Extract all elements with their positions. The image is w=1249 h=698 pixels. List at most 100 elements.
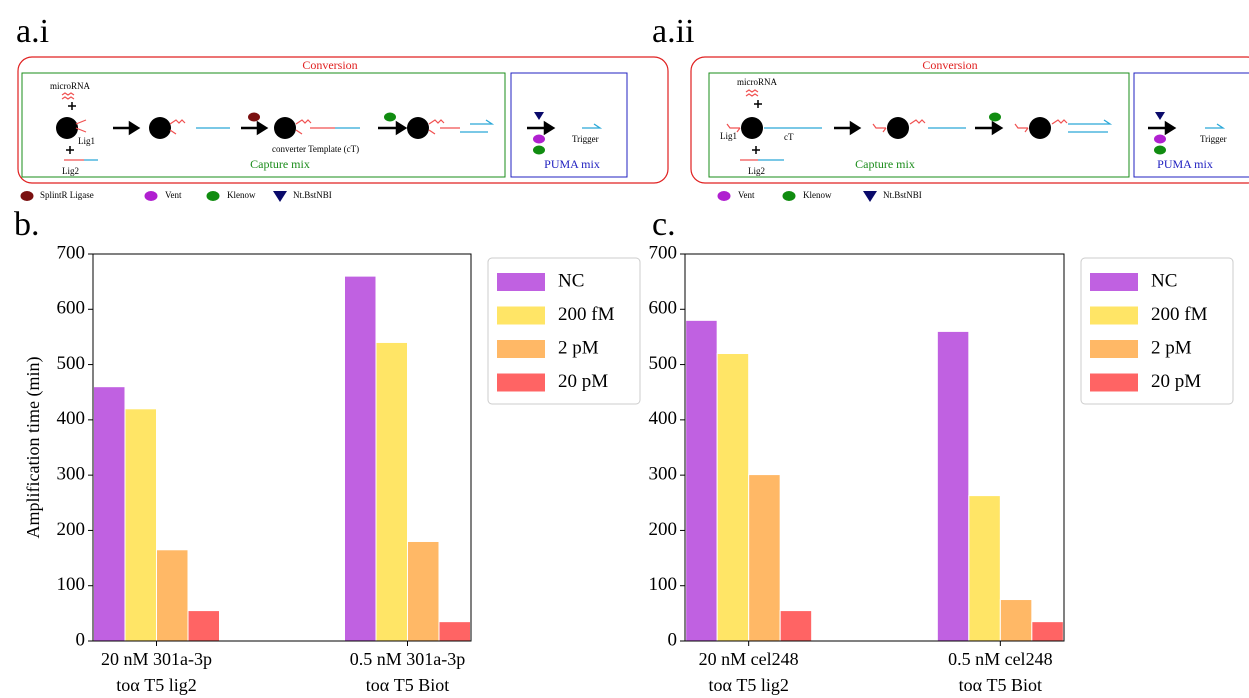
plus-signs — [752, 100, 762, 154]
legend-text: Vent — [738, 190, 755, 200]
conversion-box — [17, 56, 669, 184]
panel-label: b. — [14, 206, 40, 243]
x-tick-label: 0.5 nM 301a-3p — [350, 649, 466, 669]
y-tick-label: 200 — [57, 519, 86, 540]
legend-swatch — [497, 306, 545, 325]
x-tick-label: toα T5 lig2 — [708, 675, 788, 695]
y-tick-label: 300 — [649, 464, 678, 485]
template-label: converter Template (cT) — [272, 144, 359, 154]
ct-label: cT — [784, 132, 794, 142]
legend-box — [487, 257, 641, 405]
y-tick-label: 600 — [57, 298, 86, 319]
trigger-label: Trigger — [1200, 134, 1227, 144]
y-tick-label: 400 — [57, 408, 86, 429]
legend-box — [1080, 257, 1234, 405]
axes-frame — [92, 253, 472, 642]
y-tick-label: 100 — [649, 574, 678, 595]
bar — [999, 599, 1033, 642]
y-tick-label: 600 — [649, 298, 678, 319]
bar — [93, 386, 126, 642]
puma-label: PUMA mix — [544, 157, 600, 171]
bar — [438, 621, 471, 642]
y-tick-label: 100 — [57, 574, 86, 595]
bar — [936, 330, 970, 642]
molecules — [741, 117, 1051, 139]
enzymes — [248, 112, 545, 155]
legend-label: 2 pM — [1151, 337, 1192, 358]
diagram-a-i: a.i Conversion Capture mix PUMA mix micr… — [16, 13, 669, 202]
x-tick-label: 20 nM 301a-3p — [101, 649, 212, 669]
legend-text: Nt.BstNBI — [883, 190, 922, 200]
y-tick-label: 0 — [668, 629, 678, 650]
group-title: Conversion — [302, 58, 357, 72]
arrows — [113, 120, 556, 136]
strands — [726, 89, 1068, 161]
legend-label: 2 pM — [558, 337, 599, 358]
puma-box — [1133, 72, 1249, 178]
template-strands — [84, 119, 603, 161]
bar — [344, 275, 377, 642]
legend-swatch — [1090, 340, 1138, 358]
x-tick-label: 20 nM cel248 — [699, 649, 799, 669]
group-title: Conversion — [922, 58, 977, 72]
bar — [968, 495, 1001, 642]
puma-label: PUMA mix — [1157, 157, 1213, 171]
legend-label: NC — [558, 270, 584, 291]
lig1-label: Lig1 — [720, 131, 737, 141]
bar — [779, 610, 813, 642]
legend-swatch — [1090, 306, 1138, 325]
bar — [716, 353, 750, 642]
legend-text: SplintR Ligase — [40, 190, 94, 200]
lig2-label: Lig2 — [62, 166, 79, 176]
legend-swatch — [497, 373, 545, 392]
conversion-box — [690, 56, 1249, 184]
enzymes — [989, 112, 1166, 155]
legend-text: Nt.BstNBI — [293, 190, 332, 200]
y-tick-label: 0 — [76, 629, 86, 650]
y-tick-label: 500 — [57, 353, 86, 374]
legend-swatch — [1090, 273, 1138, 291]
y-tick-label: 500 — [649, 353, 678, 374]
legend-text: Klenow — [803, 190, 832, 200]
capture-label: Capture mix — [250, 157, 310, 171]
y-tick-label: 400 — [649, 408, 678, 429]
bar — [156, 549, 189, 642]
diagram-a-ii: a.ii Conversion Capture mix PUMA mix mic… — [652, 13, 1249, 202]
x-tick-label: toα T5 Biot — [366, 675, 449, 695]
legend-label: 200 fM — [558, 304, 615, 325]
y-tick-label: 700 — [649, 242, 678, 263]
capture-label: Capture mix — [855, 157, 915, 171]
legend-text: Klenow — [227, 190, 256, 200]
enzyme-legend: Vent Klenow Nt.BstNBI — [717, 190, 922, 202]
panel-label: a.i — [16, 13, 49, 50]
y-tick-label: 300 — [57, 464, 86, 485]
legend-swatch — [497, 273, 545, 291]
legend-text: Vent — [165, 190, 182, 200]
legend-label: 20 pM — [558, 371, 608, 392]
arrows — [834, 120, 1177, 136]
panel-label: c. — [652, 206, 676, 243]
bar — [124, 408, 157, 642]
bar — [685, 319, 718, 642]
strands — [61, 92, 460, 161]
legend-label: 200 fM — [1151, 304, 1208, 325]
bar — [748, 474, 781, 642]
x-tick-label: toα T5 Biot — [959, 675, 1042, 695]
capture-box — [21, 72, 506, 178]
microrna-label: microRNA — [50, 81, 90, 91]
legend-label: 20 pM — [1151, 371, 1201, 392]
legend-swatch — [497, 340, 545, 358]
panel-label: a.ii — [652, 13, 694, 50]
lig1-label: Lig1 — [78, 136, 95, 146]
bar — [1031, 621, 1064, 642]
bar — [187, 610, 220, 642]
x-tick-label: 0.5 nM cel248 — [948, 649, 1052, 669]
puma-box — [510, 72, 628, 178]
y-tick-label: 700 — [57, 242, 86, 263]
legend-swatch — [1090, 373, 1138, 392]
legend-label: NC — [1151, 270, 1177, 291]
y-axis-label: Amplification time (min) — [23, 357, 44, 539]
bar — [407, 540, 440, 642]
bar — [375, 341, 408, 642]
